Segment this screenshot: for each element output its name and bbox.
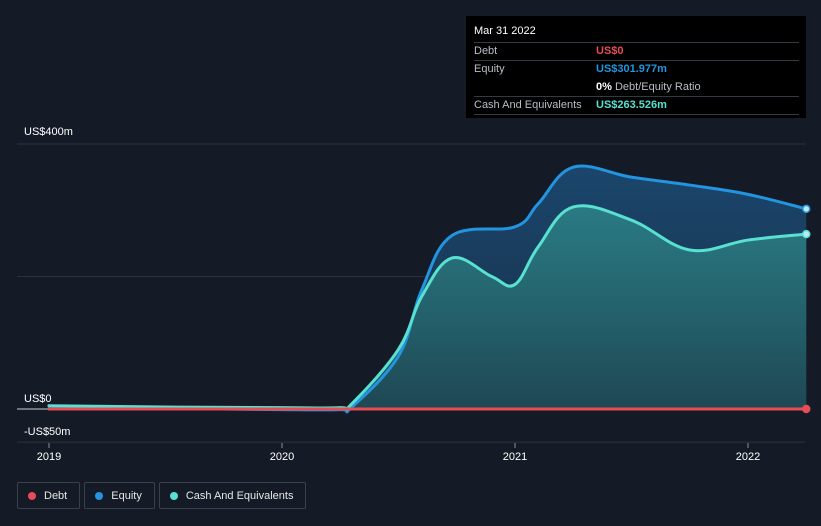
- area-cash-and-equivalents: [49, 205, 807, 410]
- ratio-value: 0%: [596, 81, 612, 93]
- x-tick-label: 2020: [270, 451, 294, 463]
- y-tick-label: -US$50m: [24, 426, 70, 438]
- tooltip-cash-label: Cash And Equivalents: [474, 99, 582, 111]
- series-lines: [47, 164, 808, 414]
- tooltip-cash-value: US$263.526m: [596, 99, 667, 111]
- tooltip-ratio-value: 0% Debt/Equity Ratio: [596, 79, 701, 96]
- legend-dot-debt: [28, 491, 36, 500]
- legend-dot-equity: [95, 491, 104, 500]
- legend-item-equity[interactable]: Equity: [84, 482, 155, 509]
- legend-dot-cash: [169, 491, 178, 500]
- legend-label-equity: Equity: [111, 489, 142, 502]
- tooltip-equity-value: US$301.977m: [596, 63, 667, 75]
- y-axis-ticks: US$400m US$0 -US$50m: [24, 126, 73, 438]
- tooltip-debt-label: Debt: [474, 45, 498, 57]
- x-tick-label: 2021: [503, 451, 527, 463]
- chart-legend: Debt Equity Cash And Equivalents: [17, 482, 307, 509]
- tooltip-date: Mar 31 2022: [474, 25, 536, 37]
- x-axis-ticks: 2019 2020 2021 2022: [37, 443, 760, 463]
- legend-item-debt[interactable]: Debt: [17, 482, 81, 509]
- x-tick-label: 2019: [37, 451, 61, 463]
- series-end-markers: [802, 204, 811, 414]
- ratio-suffix: Debt/Equity Ratio: [614, 81, 701, 93]
- legend-label-cash: Cash And Equivalents: [185, 489, 294, 502]
- y-tick-label: US$400m: [24, 126, 73, 138]
- x-tick-label: 2022: [736, 451, 760, 463]
- end-marker-debt: [802, 404, 811, 414]
- tooltip-row-ratio: 0% Debt/Equity Ratio: [474, 78, 799, 96]
- legend-item-cash[interactable]: Cash And Equivalents: [158, 482, 307, 509]
- tooltip-ratio-label: [474, 79, 596, 96]
- tooltip-row-debt: Debt US$0: [474, 42, 799, 60]
- hover-tooltip: Mar 31 2022 Debt US$0 Equity US$301.977m…: [466, 16, 806, 118]
- tooltip-row-equity: Equity US$301.977m: [474, 60, 799, 78]
- end-marker-cash-and-equivalents: [802, 229, 811, 239]
- y-tick-label: US$0: [24, 393, 52, 405]
- tooltip-row-cash: Cash And Equivalents US$263.526m: [474, 96, 799, 115]
- end-marker-equity: [802, 204, 811, 214]
- tooltip-debt-value: US$0: [596, 45, 624, 57]
- tooltip-equity-label: Equity: [474, 63, 505, 75]
- legend-label-debt: Debt: [44, 489, 68, 502]
